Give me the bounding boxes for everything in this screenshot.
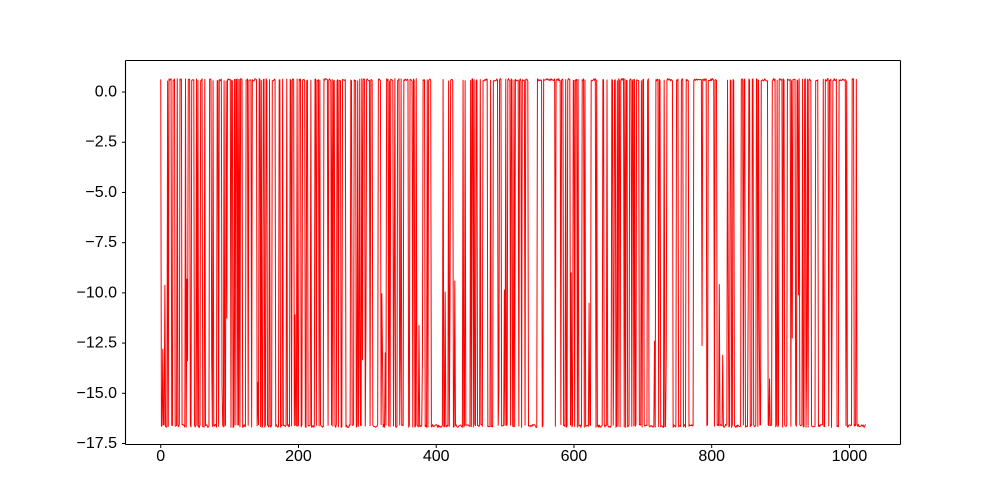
- svg-text:800: 800: [698, 448, 725, 465]
- svg-text:−17.5: −17.5: [77, 435, 118, 452]
- svg-text:−5.0: −5.0: [85, 184, 117, 201]
- svg-text:−10.0: −10.0: [77, 284, 118, 301]
- svg-text:600: 600: [561, 448, 588, 465]
- svg-text:−12.5: −12.5: [77, 335, 118, 352]
- svg-text:200: 200: [285, 448, 312, 465]
- svg-text:1000: 1000: [832, 448, 868, 465]
- svg-text:0.0: 0.0: [95, 84, 117, 101]
- svg-text:−15.0: −15.0: [77, 385, 118, 402]
- svg-text:−2.5: −2.5: [85, 134, 117, 151]
- svg-text:0: 0: [156, 448, 165, 465]
- svg-text:400: 400: [423, 448, 450, 465]
- svg-text:−7.5: −7.5: [85, 234, 117, 251]
